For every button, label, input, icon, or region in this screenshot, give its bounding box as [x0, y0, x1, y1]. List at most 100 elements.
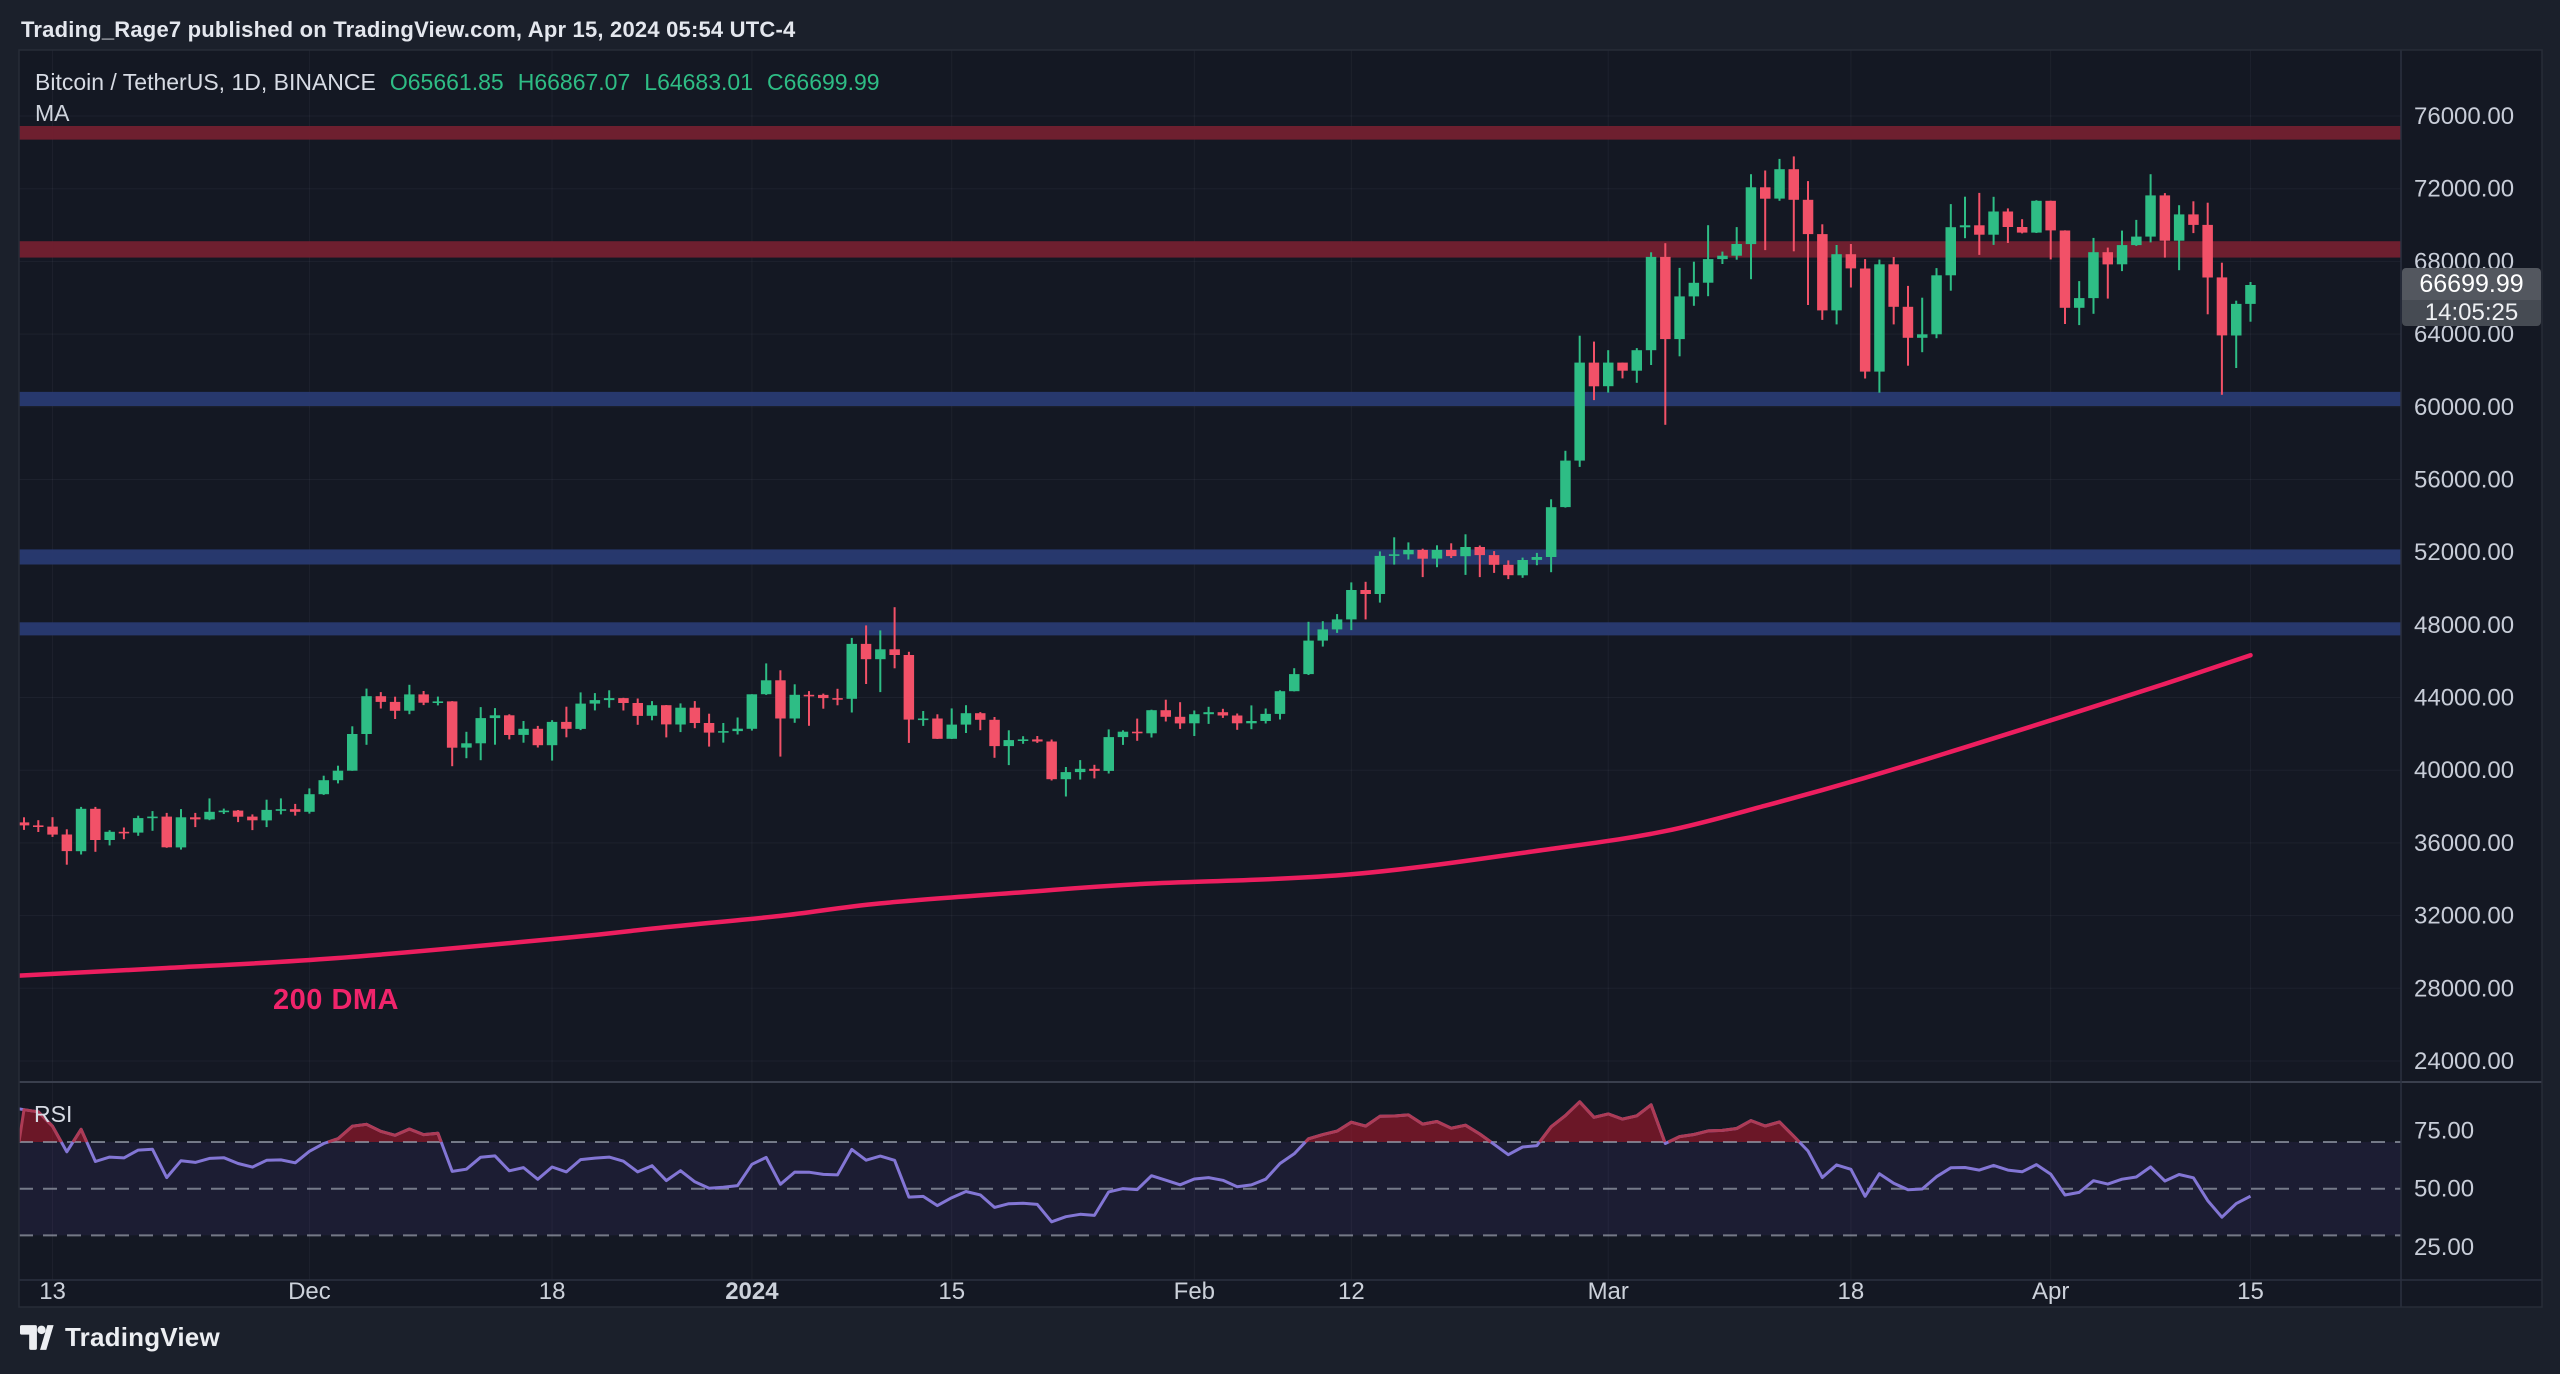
candle-body	[332, 770, 344, 781]
candle-wick	[1364, 581, 1367, 620]
candle-body	[1046, 741, 1057, 780]
candle-body	[1902, 306, 1914, 338]
candle-body	[1203, 712, 1214, 715]
candle-body	[1331, 619, 1343, 630]
candle-body	[1217, 712, 1229, 716]
ohlc-open: O65661.85	[389, 69, 504, 95]
ma-indicator-legend[interactable]: MA	[35, 100, 70, 126]
support-zone	[19, 622, 2401, 636]
candle-body	[1003, 740, 1014, 747]
time-axis-label: 18	[539, 1278, 566, 1305]
candle-body	[2159, 195, 2171, 241]
chart-widget-border	[18, 49, 2543, 1308]
candle-body	[1417, 549, 1428, 559]
price-axis-label: 44000.00	[2414, 685, 2514, 712]
last-price-value: 66699.99	[2402, 268, 2541, 300]
price-axis-label: 28000.00	[2414, 975, 2514, 1002]
candle-body	[889, 649, 900, 655]
support-zone	[19, 391, 2401, 407]
candle-body	[1888, 264, 1899, 307]
candle-body	[1374, 555, 1386, 594]
candle-body	[932, 718, 943, 739]
candle-body	[903, 655, 915, 720]
candle-wick	[1807, 181, 1809, 305]
candle-body	[1189, 714, 1200, 724]
tradingview-logo-icon	[20, 1325, 54, 1350]
candle-body	[1974, 225, 1985, 235]
candle-body	[1959, 225, 1971, 228]
candle-wick	[494, 708, 496, 745]
candle-body	[2202, 224, 2213, 278]
candle-body	[917, 718, 929, 721]
symbol-title: Bitcoin / TetherUS, 1D, BINANCE	[35, 69, 376, 95]
price-axis-label: 56000.00	[2414, 466, 2514, 493]
candle-body	[175, 817, 187, 848]
candle-body	[47, 826, 58, 835]
candle-body	[1132, 731, 1143, 734]
candle-body	[1274, 691, 1286, 714]
candle-body	[760, 680, 772, 695]
symbol-legend[interactable]: Bitcoin / TetherUS, 1D, BINANCE O65661.85…	[35, 69, 880, 96]
candle-body	[1446, 549, 1457, 557]
candle-body	[1788, 169, 1799, 200]
candle-body	[1246, 721, 1257, 724]
time-axis-label: 18	[1838, 1278, 1865, 1305]
time-axis-label: Mar	[1588, 1278, 1629, 1305]
candle-body	[190, 817, 201, 820]
candle-body	[2002, 211, 2014, 227]
candle-wick	[1093, 764, 1096, 779]
candle-body	[1531, 557, 1543, 560]
candle-wick	[1007, 730, 1010, 766]
time-axis-label: Feb	[1174, 1278, 1215, 1305]
candle-body	[989, 719, 1000, 747]
candle-body	[2016, 227, 2028, 233]
tradingview-footer[interactable]: TradingView	[20, 1322, 220, 1353]
candle-body	[2074, 298, 2085, 308]
candle-wick	[2021, 219, 2024, 234]
candle-body	[2216, 277, 2228, 336]
candle-body	[1731, 244, 1742, 256]
ma-line-annotation: 200 DMA	[273, 984, 399, 1016]
candle-body	[818, 694, 829, 699]
candle-body	[75, 808, 87, 852]
candle-body	[204, 811, 215, 820]
candle-body	[1645, 256, 1657, 351]
rsi-line-overbought-segment	[327, 1122, 443, 1144]
candle-body	[61, 834, 73, 852]
candle-body	[1517, 560, 1528, 576]
candle-wick	[950, 708, 953, 739]
rsi-axis-label: 50.00	[2414, 1176, 2474, 1203]
candle-body	[1160, 710, 1171, 717]
time-axis-label: 15	[2237, 1278, 2264, 1305]
rsi-overbought-fill	[1305, 1114, 1491, 1142]
rsi-line-overbought-segment	[71, 1127, 89, 1143]
candle-wick	[279, 798, 282, 815]
price-axis-label: 52000.00	[2414, 539, 2514, 566]
candle-body	[2245, 285, 2256, 304]
candle-body	[689, 707, 701, 723]
time-axis-label: 15	[938, 1278, 965, 1305]
candle-body	[1631, 350, 1642, 371]
candle-body	[1574, 362, 1585, 461]
candle-body	[1931, 275, 1942, 335]
candle-wick	[1179, 702, 1182, 729]
candle-body	[404, 694, 415, 711]
candle-body	[2188, 214, 2199, 225]
candle-body	[418, 694, 429, 703]
time-axis-label: Apr	[2032, 1278, 2069, 1305]
candle-body	[275, 809, 287, 811]
candle-body	[461, 743, 472, 748]
candle-body	[960, 713, 972, 725]
candle-body	[1845, 254, 1857, 269]
candle-body	[1503, 564, 1514, 576]
candle-wick	[1064, 767, 1067, 797]
candle-body	[975, 713, 986, 720]
candle-body	[1859, 268, 1871, 372]
candle-body	[703, 723, 715, 733]
candle-body	[261, 809, 272, 821]
price-axis-label: 24000.00	[2414, 1048, 2514, 1075]
rsi-overbought-fill	[19, 1109, 62, 1142]
rsi-indicator-legend[interactable]: RSI	[34, 1101, 73, 1127]
candle-body	[1917, 334, 1928, 338]
